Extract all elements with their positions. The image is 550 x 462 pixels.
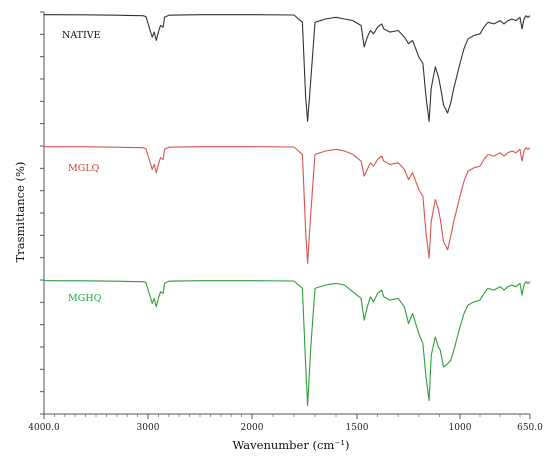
- axes: 4000.0 3000 2000 1500 1000 650.0: [28, 11, 543, 433]
- series-label-native: NATIVE: [62, 30, 101, 41]
- x-tick-label: 1500: [346, 423, 369, 433]
- y-axis-label: Trasmittance (%): [13, 162, 27, 263]
- series-line-mglq: [43, 146, 531, 264]
- x-axis-label: Wavenumber (cm⁻¹): [232, 438, 349, 452]
- x-tick-label: 2000: [241, 423, 264, 433]
- x-tick-label: 1000: [449, 423, 472, 433]
- x-tick-label: 4000.0: [28, 423, 60, 433]
- series-layer: [43, 14, 531, 407]
- x-tick-label: 650.0: [517, 423, 543, 433]
- series-line-native: [43, 14, 531, 122]
- labels-layer: NATIVE MGLQ MGHQ: [62, 30, 102, 304]
- series-label-mglq: MGLQ: [68, 163, 100, 174]
- series-line-mghq: [43, 280, 531, 407]
- series-label-mghq: MGHQ: [68, 293, 102, 304]
- x-tick-label: 3000: [137, 423, 160, 433]
